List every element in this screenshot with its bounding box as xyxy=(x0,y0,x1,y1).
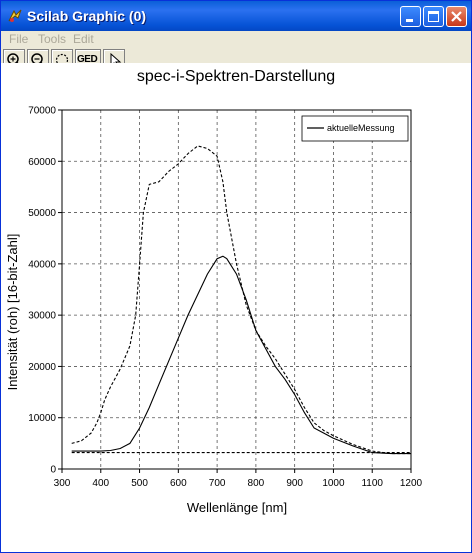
y-tick-label: 0 xyxy=(50,465,56,476)
menu-file[interactable]: File xyxy=(9,32,29,46)
y-axis-label: Intensität (roh) [16-bit-Zahl] xyxy=(5,234,20,391)
x-tick-label: 800 xyxy=(248,478,265,489)
y-tick-label: 40000 xyxy=(28,259,56,270)
spectrum-chart: spec-i-Spektren-Darstellung 300 400 500 600… xyxy=(5,68,423,515)
x-tick-label: 400 xyxy=(92,478,109,489)
x-tick-label: 500 xyxy=(131,478,148,489)
y-tick-label: 10000 xyxy=(28,413,56,424)
y-tick-label: 60000 xyxy=(28,157,56,168)
y-tick-label: 70000 xyxy=(28,106,56,117)
ged-label: GED xyxy=(77,54,98,65)
x-tick-label: 900 xyxy=(286,478,303,489)
menu-tools[interactable]: Tools xyxy=(38,32,67,46)
window-title: Scilab Graphic (0) xyxy=(27,8,147,24)
close-icon xyxy=(451,11,462,22)
x-tick-label: 600 xyxy=(170,478,187,489)
series-line-dashed-1 xyxy=(71,145,411,455)
x-tick-label: 1000 xyxy=(322,478,345,489)
y-tick-label: 20000 xyxy=(28,362,56,373)
maximize-icon xyxy=(428,11,439,22)
scilab-app-icon xyxy=(8,9,22,22)
graphic-canvas[interactable]: spec-i-Spektren-Darstellung 300 400 500 600… xyxy=(1,63,471,552)
close-button[interactable] xyxy=(446,6,467,27)
chart-title: spec-i-Spektren-Darstellung xyxy=(137,68,335,85)
minimize-button[interactable] xyxy=(400,6,421,27)
menu-edit[interactable]: Edit xyxy=(73,32,94,46)
x-tick-label: 300 xyxy=(54,478,71,489)
maximize-button[interactable] xyxy=(423,6,444,27)
y-tick-label: 30000 xyxy=(28,311,56,322)
x-tick-label: 1200 xyxy=(400,478,423,489)
x-tick-label: 1100 xyxy=(361,478,383,489)
x-tick-label: 700 xyxy=(209,478,226,489)
y-tick-label: 50000 xyxy=(28,208,56,219)
legend-entry-label: aktuelleMessung xyxy=(327,123,395,133)
minimize-icon xyxy=(406,19,413,22)
menu-bar: File Tools Edit xyxy=(1,31,471,47)
title-bar[interactable]: Scilab Graphic (0) xyxy=(1,1,471,31)
series-line-aktuelleMessung xyxy=(71,255,411,455)
plot-frame xyxy=(61,109,412,470)
x-axis-label: Wellenlänge [nm] xyxy=(187,500,287,515)
